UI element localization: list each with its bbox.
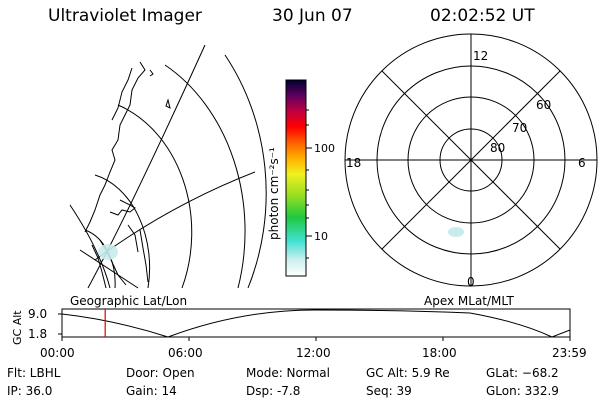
mlt-label-6: 6 bbox=[578, 156, 586, 170]
glat-info: GLat: −68.2 bbox=[486, 366, 559, 380]
x-tick-1800: 18:00 bbox=[422, 346, 457, 360]
x-tick-0600: 06:00 bbox=[168, 346, 203, 360]
altitude-plot-frame bbox=[61, 308, 571, 338]
ip-info: IP: 36.0 bbox=[7, 384, 53, 398]
colorbar bbox=[285, 79, 307, 277]
mlt-label-18: 18 bbox=[346, 156, 361, 170]
altitude-ylabel: GC Alt bbox=[11, 310, 24, 345]
x-tick-2359: 23:59 bbox=[552, 346, 587, 360]
colorbar-tick-100: 100 bbox=[314, 142, 335, 155]
dsp-info: Dsp: -7.8 bbox=[246, 384, 301, 398]
map-aurora-patch bbox=[98, 244, 118, 260]
altitude-x-ticks bbox=[58, 313, 571, 341]
polar-plot bbox=[344, 33, 598, 287]
x-tick-0000: 00:00 bbox=[40, 346, 75, 360]
coastline-outline bbox=[84, 61, 171, 289]
colorbar-tick-10: 10 bbox=[314, 230, 328, 243]
gain-info: Gain: 14 bbox=[126, 384, 177, 398]
colorbar-unit-label: photon cm⁻²s⁻¹ bbox=[267, 147, 281, 240]
glon-info: GLon: 332.9 bbox=[486, 384, 559, 398]
meridian-lines bbox=[69, 44, 256, 289]
left-panel-label: Geographic Lat/Lon bbox=[70, 294, 187, 308]
x-tick-1200: 12:00 bbox=[296, 346, 331, 360]
altitude-curve bbox=[61, 309, 571, 338]
seq-info: Seq: 39 bbox=[366, 384, 412, 398]
latitude-arcs bbox=[84, 54, 267, 289]
instrument-title: Ultraviolet Imager bbox=[48, 6, 202, 26]
altitude-y-tick-low: 1.8 bbox=[28, 327, 47, 341]
mlat-label-70: 70 bbox=[512, 121, 527, 135]
time-label: 02:02:52 UT bbox=[430, 6, 535, 26]
mlat-label-80: 80 bbox=[490, 141, 505, 155]
mlt-label-0: 0 bbox=[467, 275, 475, 289]
filter-info: Flt: LBHL bbox=[7, 366, 61, 380]
mlat-label-60: 60 bbox=[536, 98, 551, 112]
polar-aurora-patch bbox=[448, 227, 464, 237]
mlt-label-12: 12 bbox=[473, 49, 488, 63]
mode-info: Mode: Normal bbox=[246, 366, 330, 380]
door-info: Door: Open bbox=[126, 366, 195, 380]
colorbar-ticks bbox=[306, 109, 312, 259]
gc-alt-info: GC Alt: 5.9 Re bbox=[366, 366, 450, 380]
date-label: 30 Jun 07 bbox=[272, 6, 353, 26]
altitude-plot bbox=[58, 308, 571, 341]
altitude-y-tick-high: 9.0 bbox=[28, 307, 47, 321]
right-panel-label: Apex MLat/MLT bbox=[424, 294, 514, 308]
